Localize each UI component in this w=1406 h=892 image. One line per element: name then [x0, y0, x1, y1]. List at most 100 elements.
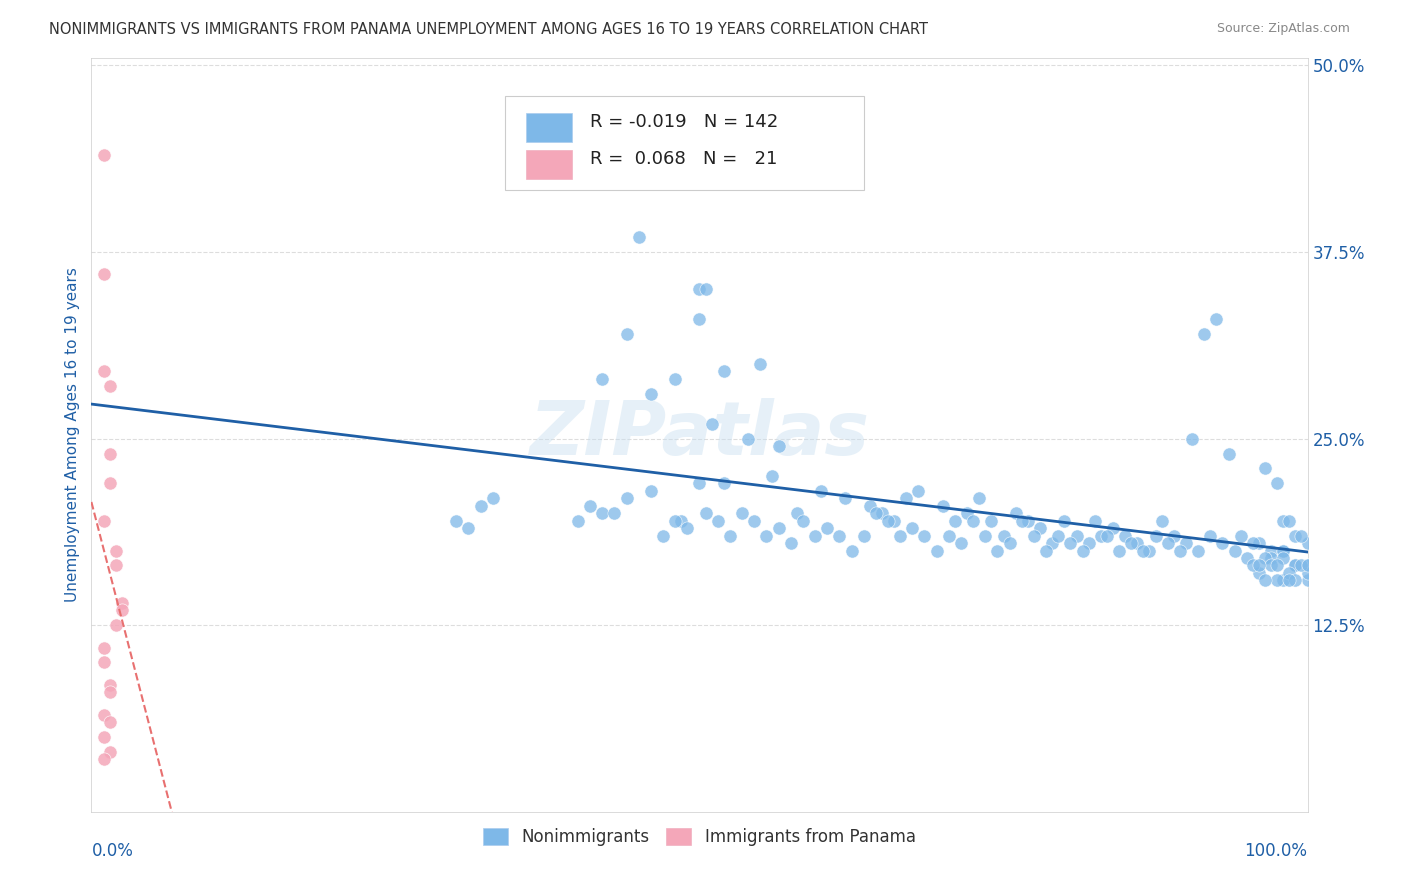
- Point: [761, 469, 783, 483]
- Point: [865, 506, 887, 520]
- Point: [907, 483, 929, 498]
- Point: [98, 379, 121, 393]
- Point: [688, 476, 710, 491]
- Point: [815, 521, 838, 535]
- Point: [742, 514, 765, 528]
- Point: [1247, 558, 1270, 573]
- Point: [1187, 543, 1209, 558]
- Point: [98, 715, 121, 730]
- Point: [755, 528, 778, 542]
- Point: [1199, 528, 1222, 542]
- Text: R =  0.068   N =   21: R = 0.068 N = 21: [591, 150, 778, 168]
- Point: [104, 543, 127, 558]
- Point: [640, 386, 662, 401]
- Point: [1278, 566, 1301, 580]
- Point: [1241, 558, 1264, 573]
- Point: [1272, 574, 1295, 588]
- Point: [1095, 528, 1118, 542]
- Point: [457, 521, 479, 535]
- Point: [779, 536, 801, 550]
- Point: [998, 536, 1021, 550]
- Point: [676, 521, 699, 535]
- Point: [949, 536, 972, 550]
- Point: [567, 514, 589, 528]
- Point: [1241, 536, 1264, 550]
- Point: [1254, 574, 1277, 588]
- Point: [1157, 536, 1180, 550]
- Point: [925, 543, 948, 558]
- Point: [883, 514, 905, 528]
- Point: [1205, 312, 1227, 326]
- Text: 0.0%: 0.0%: [91, 842, 134, 860]
- Point: [731, 506, 754, 520]
- Point: [93, 364, 115, 378]
- Point: [967, 491, 990, 506]
- Point: [591, 506, 613, 520]
- Point: [98, 678, 121, 692]
- Text: ZIPatlas: ZIPatlas: [530, 399, 869, 471]
- Point: [943, 514, 966, 528]
- Point: [1011, 514, 1033, 528]
- Point: [749, 357, 772, 371]
- Point: [616, 491, 638, 506]
- Point: [901, 521, 924, 535]
- Point: [986, 543, 1008, 558]
- Point: [718, 528, 741, 542]
- Point: [1053, 514, 1076, 528]
- Point: [931, 499, 953, 513]
- Point: [859, 499, 882, 513]
- Point: [810, 483, 832, 498]
- Point: [1108, 543, 1130, 558]
- Point: [98, 745, 121, 759]
- Point: [1114, 528, 1136, 542]
- Point: [1181, 432, 1204, 446]
- Point: [93, 640, 115, 655]
- Point: [104, 618, 127, 632]
- Point: [1265, 476, 1288, 491]
- Point: [1291, 528, 1313, 542]
- Point: [671, 514, 693, 528]
- Point: [640, 483, 662, 498]
- Point: [834, 491, 856, 506]
- Point: [93, 752, 115, 766]
- Point: [93, 730, 115, 744]
- Point: [1090, 528, 1112, 542]
- Point: [804, 528, 827, 542]
- Point: [870, 506, 893, 520]
- Point: [1254, 461, 1277, 475]
- Point: [1247, 536, 1270, 550]
- Point: [1150, 514, 1173, 528]
- Point: [1040, 536, 1063, 550]
- Point: [768, 439, 790, 453]
- Point: [1260, 543, 1282, 558]
- Point: [1163, 528, 1185, 542]
- Point: [706, 514, 728, 528]
- Point: [93, 514, 115, 528]
- Point: [768, 521, 790, 535]
- Text: Source: ZipAtlas.com: Source: ZipAtlas.com: [1216, 22, 1350, 36]
- Point: [93, 268, 115, 282]
- Point: [1035, 543, 1057, 558]
- Point: [1265, 574, 1288, 588]
- Point: [1047, 528, 1070, 542]
- Point: [93, 148, 115, 162]
- Point: [737, 432, 759, 446]
- Point: [111, 596, 134, 610]
- Point: [1260, 551, 1282, 566]
- Point: [98, 446, 121, 460]
- Point: [1265, 558, 1288, 573]
- Point: [914, 528, 936, 542]
- Point: [1296, 566, 1319, 580]
- Point: [828, 528, 851, 542]
- Point: [1102, 521, 1125, 535]
- Point: [1272, 543, 1295, 558]
- Point: [1284, 558, 1306, 573]
- Point: [603, 506, 626, 520]
- Point: [688, 312, 710, 326]
- Point: [1121, 536, 1143, 550]
- Point: [1126, 536, 1149, 550]
- Point: [627, 230, 650, 244]
- Point: [1272, 551, 1295, 566]
- Point: [938, 528, 960, 542]
- Point: [792, 514, 814, 528]
